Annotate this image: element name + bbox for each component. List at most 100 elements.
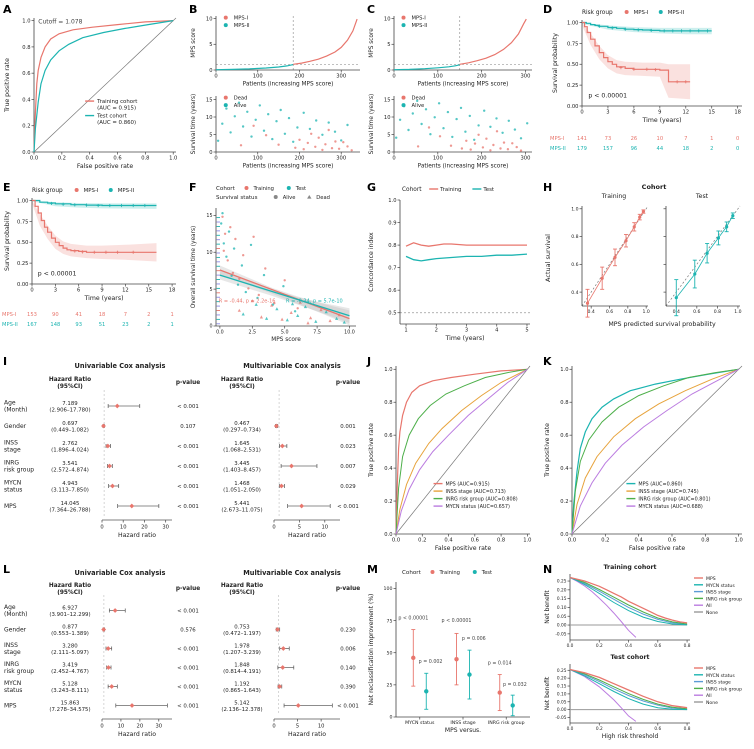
covariate-label: Age <box>4 400 16 407</box>
y-tick-label: 0.10 <box>557 605 567 611</box>
scatter-point <box>229 226 232 229</box>
hazard-ratio-estimate: 1.468 <box>234 481 250 487</box>
scatter-point <box>252 124 255 128</box>
number-at-risk: 7 <box>684 136 687 142</box>
point-estimate <box>716 236 721 240</box>
scatter-point <box>233 115 236 118</box>
scatter-point <box>337 147 341 150</box>
hr-point <box>109 684 115 689</box>
x-tick-label: 18 <box>169 288 176 294</box>
y-tick-label: 0.0 <box>384 532 392 538</box>
hr-point <box>106 665 111 670</box>
scatter-point <box>437 102 441 105</box>
scatter-point <box>285 318 289 322</box>
scatter-point <box>319 308 323 312</box>
x-tick-label: 0.8 <box>684 726 691 732</box>
y-tick-label: 0.4 <box>560 466 569 472</box>
x-tick-label: 3 <box>54 288 57 294</box>
x-tick-label: 10.0 <box>344 329 355 335</box>
scatter-point <box>416 145 420 148</box>
scatter-point <box>221 212 224 215</box>
x-tick-label: 200 <box>477 74 487 80</box>
scatter-point <box>477 124 480 127</box>
y-tick-label: 0.0 <box>22 150 30 156</box>
y-tick-label: 0.00 <box>557 623 567 629</box>
y-tick-label: 0.6 <box>571 262 578 268</box>
hr-point <box>105 646 111 651</box>
legend-label: Dead <box>412 96 426 102</box>
panel-letter: E <box>3 181 11 194</box>
scatter-point <box>277 143 280 146</box>
legend-label: Test <box>295 186 306 192</box>
scatter-point <box>294 146 297 149</box>
x-tick-label: 5.0 <box>281 329 289 335</box>
number-at-risk: 41 <box>75 312 82 318</box>
y-tick-label: 0 <box>209 324 212 330</box>
legend-swatch <box>401 15 406 20</box>
x-tick-label: 2 <box>435 328 438 334</box>
hazard-ratio-estimate: 14.045 <box>61 501 80 507</box>
series-line <box>215 64 294 71</box>
y-tick-label: 0 <box>209 150 212 156</box>
legend-label: Training <box>439 187 461 193</box>
scatter-point <box>506 148 510 151</box>
legend-label: Test cohort <box>96 114 127 120</box>
scatter-point <box>489 149 492 152</box>
p-value: < 0.001 <box>177 647 199 653</box>
legend-label: INSS stage (AUC=0.713) <box>446 489 506 495</box>
legend-label: MPS-I <box>634 10 649 16</box>
p-value: < 0.001 <box>177 704 199 710</box>
y-axis-label: Net benefit <box>544 590 551 624</box>
scatter-point <box>411 112 414 115</box>
y-tick-label: 5 <box>387 42 390 48</box>
p-value: < 0.001 <box>177 464 199 470</box>
legend-label: Training <box>252 186 273 192</box>
p-value: < 0.001 <box>177 666 199 672</box>
diagonal-reference-line <box>395 365 531 535</box>
y-tick-label: 1.00 <box>17 198 29 204</box>
scatter-point <box>249 243 253 247</box>
panel-text: MPS predicted survival probability <box>608 321 716 328</box>
series-line <box>33 20 174 153</box>
y-tick-label: 100 <box>384 586 393 592</box>
hazard-ratio-estimate: 3.419 <box>62 663 78 669</box>
hr-point <box>110 483 115 489</box>
column-header: p-value <box>336 586 360 592</box>
diagonal-reference-line <box>665 205 741 307</box>
series-line <box>569 577 637 638</box>
legend-swatch <box>286 186 291 190</box>
y-tick-label: 1.0 <box>22 18 30 24</box>
scatter-point <box>481 146 485 149</box>
x-tick-label: 0.6 <box>471 538 479 544</box>
point-estimate <box>497 690 502 695</box>
legend-label: MYCN status (AUC=0.688) <box>638 504 702 510</box>
y-tick-label: 5 <box>209 42 212 48</box>
number-at-risk: 18 <box>682 146 689 152</box>
scatter-point <box>296 126 299 129</box>
scatter-point <box>442 127 445 130</box>
scatter-point <box>220 222 223 225</box>
panel-text: Cohort <box>642 183 667 191</box>
y-tick-label: 0.8 <box>22 45 30 51</box>
number-at-risk: 73 <box>605 136 612 142</box>
p-value: < 0.001 <box>337 504 359 510</box>
scatter-point <box>262 129 266 132</box>
scatter-point <box>346 123 349 127</box>
y-tick-label: 0.6 <box>388 288 396 294</box>
covariate-label: risk group <box>4 467 34 474</box>
x-tick-label: 0.8 <box>497 538 505 544</box>
hr-point <box>112 608 118 613</box>
covariate-label: risk group <box>4 668 34 675</box>
y-tick-label: 0.6 <box>22 71 30 77</box>
legend-swatch <box>223 103 228 108</box>
legend-title: Risk group <box>582 10 613 16</box>
x-tick-label: 0 <box>214 74 217 80</box>
scatter-point <box>438 135 442 138</box>
p-value: < 0.001 <box>337 704 359 710</box>
legend-label: MPS-II <box>412 23 428 29</box>
y-tick-label: 0.4 <box>384 466 393 472</box>
legend-label: Test <box>481 570 492 576</box>
diagonal-reference-line <box>33 17 177 153</box>
hazard-ratio-estimate: 7.189 <box>62 401 78 407</box>
